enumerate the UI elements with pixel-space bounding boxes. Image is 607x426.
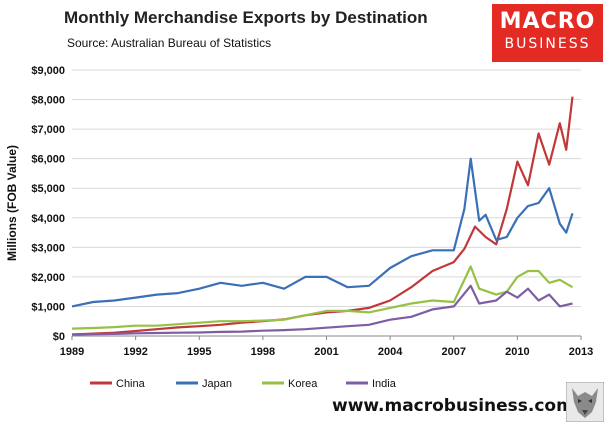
logo-text-business: BUSINESS xyxy=(504,36,591,52)
y-tick-label: $3,000 xyxy=(31,242,65,254)
x-tick-label: 2004 xyxy=(378,346,403,358)
chart-title: Monthly Merchandise Exports by Destinati… xyxy=(64,8,428,27)
series-line-india xyxy=(71,284,573,336)
chart-subtitle: Source: Australian Bureau of Statistics xyxy=(67,36,272,50)
y-tick-label: $4,000 xyxy=(31,213,65,225)
y-tick-labels: $0 $1,000 $2,000 $3,000 $4,000 $5,000 $6,000 $7… xyxy=(31,65,65,343)
x-tick-label: 2007 xyxy=(442,346,466,358)
legend-label-korea: Korea xyxy=(288,378,318,390)
y-tick-label: $2,000 xyxy=(31,272,65,284)
y-tick-label: $5,000 xyxy=(31,183,65,195)
x-tick-label: 1998 xyxy=(251,346,275,358)
x-tick-label: 1995 xyxy=(187,346,211,358)
legend-label-japan: Japan xyxy=(202,378,232,390)
x-tick-label: 1989 xyxy=(60,346,84,358)
grid xyxy=(72,69,581,307)
website-url[interactable]: www.macrobusiness.com.au xyxy=(332,396,604,416)
x-tick-label: 2013 xyxy=(569,346,593,358)
macrobusiness-logo: MACRO BUSINESS xyxy=(492,4,603,62)
wolf-logo-icon xyxy=(566,382,604,422)
x-tick-labels: 1989 1992 1995 1998 2001 2004 2007 2010 2013 xyxy=(60,336,593,358)
y-tick-label: $6,000 xyxy=(31,154,65,166)
x-tick-label: 2001 xyxy=(314,346,338,358)
logo-text-macro: MACRO xyxy=(499,9,596,34)
y-tick-label: $1,000 xyxy=(31,301,65,313)
y-tick-label: $0 xyxy=(53,331,65,343)
y-axis-label: Millions (FOB Value) xyxy=(5,145,19,261)
legend: China Japan Korea India xyxy=(90,378,397,390)
x-tick-label: 2010 xyxy=(505,346,529,358)
y-tick-label: $8,000 xyxy=(31,95,65,107)
y-tick-label: $7,000 xyxy=(31,124,65,136)
legend-label-china: China xyxy=(116,378,146,390)
series-line-korea xyxy=(71,265,574,330)
plot-area xyxy=(72,70,581,336)
series-line-china xyxy=(71,96,574,336)
series-group xyxy=(71,96,574,336)
x-tick-label: 1992 xyxy=(123,346,147,358)
y-tick-label: $9,000 xyxy=(31,65,65,77)
series-line-japan xyxy=(71,157,574,308)
legend-label-india: India xyxy=(372,378,397,390)
